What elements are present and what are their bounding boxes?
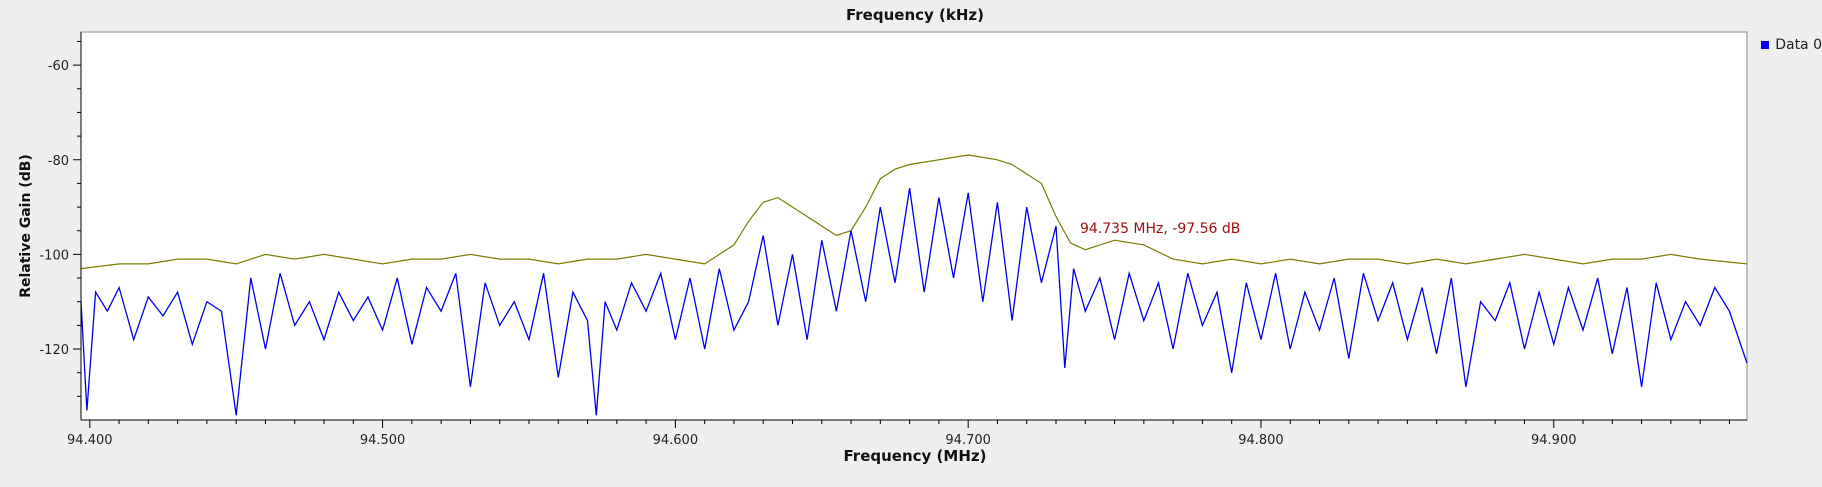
series-line-min-hold [80, 188, 1748, 416]
legend-label: Data 0 [1775, 37, 1822, 53]
axis-layer: 94.400 94.500 94.600 94.700 94.800 94.900 -60 -… [39, 32, 1747, 448]
x-axis-title: Frequency (MHz) [844, 447, 987, 465]
y-tick-label: -100 [39, 248, 69, 263]
x-tick-label: 94.800 [1238, 433, 1284, 448]
x-tick-label: 94.900 [1531, 433, 1577, 448]
series-layer [80, 154, 1748, 416]
y-tick-label: -60 [48, 59, 69, 74]
y-tick-label: -120 [39, 343, 69, 358]
y-tick-label: -80 [48, 154, 69, 169]
x-tick-label: 94.500 [360, 433, 406, 448]
y-axis-title: Relative Gain (dB) [18, 154, 34, 298]
x-tick-label: 94.400 [67, 433, 113, 448]
x-tick-label: 94.700 [945, 433, 991, 448]
x-tick-label: 94.600 [653, 433, 699, 448]
legend[interactable]: Data 0 [1761, 37, 1822, 53]
plot-canvas[interactable] [80, 31, 1748, 421]
top-axis-title: Frequency (kHz) [846, 6, 984, 24]
series-line-max-hold [80, 154, 1748, 270]
legend-swatch-icon [1761, 41, 1770, 49]
peak-marker-label: 94.735 MHz, -97.56 dB [1080, 221, 1240, 237]
